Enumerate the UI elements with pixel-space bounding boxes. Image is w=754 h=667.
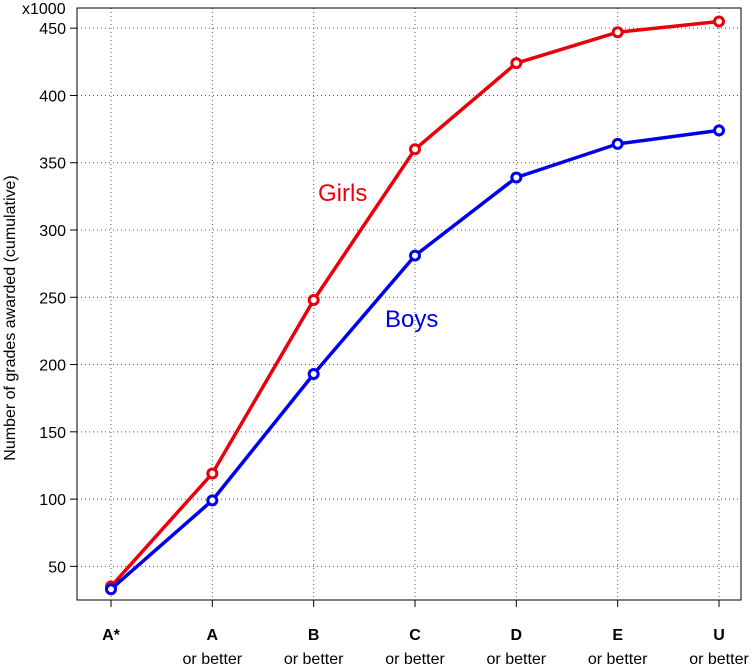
data-point-girls — [510, 57, 523, 70]
data-point-girls — [409, 143, 421, 156]
data-point-girls — [307, 293, 320, 306]
x-tick-label: A* — [102, 627, 121, 644]
data-point-boys — [611, 137, 624, 150]
y-axis-ticks: 50 100 150 200 250 300 350 400 450 — [39, 21, 77, 576]
y-multiplier-label: x1000 — [22, 1, 66, 18]
series-label-boys: Boys — [385, 306, 438, 333]
x-axis-ticks: A* Aor better Bor better Cor better Dor bett… — [102, 600, 749, 667]
plot-frame — [76, 7, 742, 601]
data-point-boys — [307, 367, 320, 380]
series-group — [105, 15, 725, 596]
x-tick-label: E — [612, 627, 623, 644]
x-tick-sublabel: or better — [487, 651, 547, 667]
y-tick-label: 450 — [39, 21, 66, 38]
y-tick-label: 200 — [39, 358, 66, 375]
x-tick-label: D — [511, 627, 523, 644]
y-tick-label: 400 — [39, 88, 66, 105]
y-tick-label: 300 — [39, 223, 66, 240]
y-tick-label: 50 — [48, 559, 66, 576]
x-tick-sublabel: or better — [689, 651, 749, 667]
x-tick-sublabel: or better — [284, 651, 344, 667]
data-point-boys — [713, 124, 725, 137]
y-tick-label: 250 — [39, 290, 66, 307]
x-tick-label: B — [308, 627, 320, 644]
data-point-boys — [409, 249, 421, 262]
data-point-girls — [611, 26, 624, 39]
y-tick-label: 150 — [39, 425, 66, 442]
y-tick-label: 350 — [39, 156, 66, 173]
data-point-boys — [206, 494, 219, 507]
series-label-girls: Girls — [318, 180, 367, 207]
data-point-girls — [206, 467, 219, 480]
x-tick-label: U — [713, 627, 725, 644]
x-tick-label: A — [207, 627, 219, 644]
x-tick-sublabel: or better — [183, 651, 243, 667]
y-tick-label: 100 — [39, 492, 66, 509]
data-point-boys — [510, 171, 523, 184]
x-tick-sublabel: or better — [385, 651, 445, 667]
data-point-boys — [105, 583, 117, 596]
y-axis-title: Number of grades awarded (cumulative) — [2, 175, 19, 460]
x-tick-label: C — [409, 627, 421, 644]
data-point-girls — [713, 15, 725, 28]
x-tick-sublabel: or better — [588, 651, 648, 667]
